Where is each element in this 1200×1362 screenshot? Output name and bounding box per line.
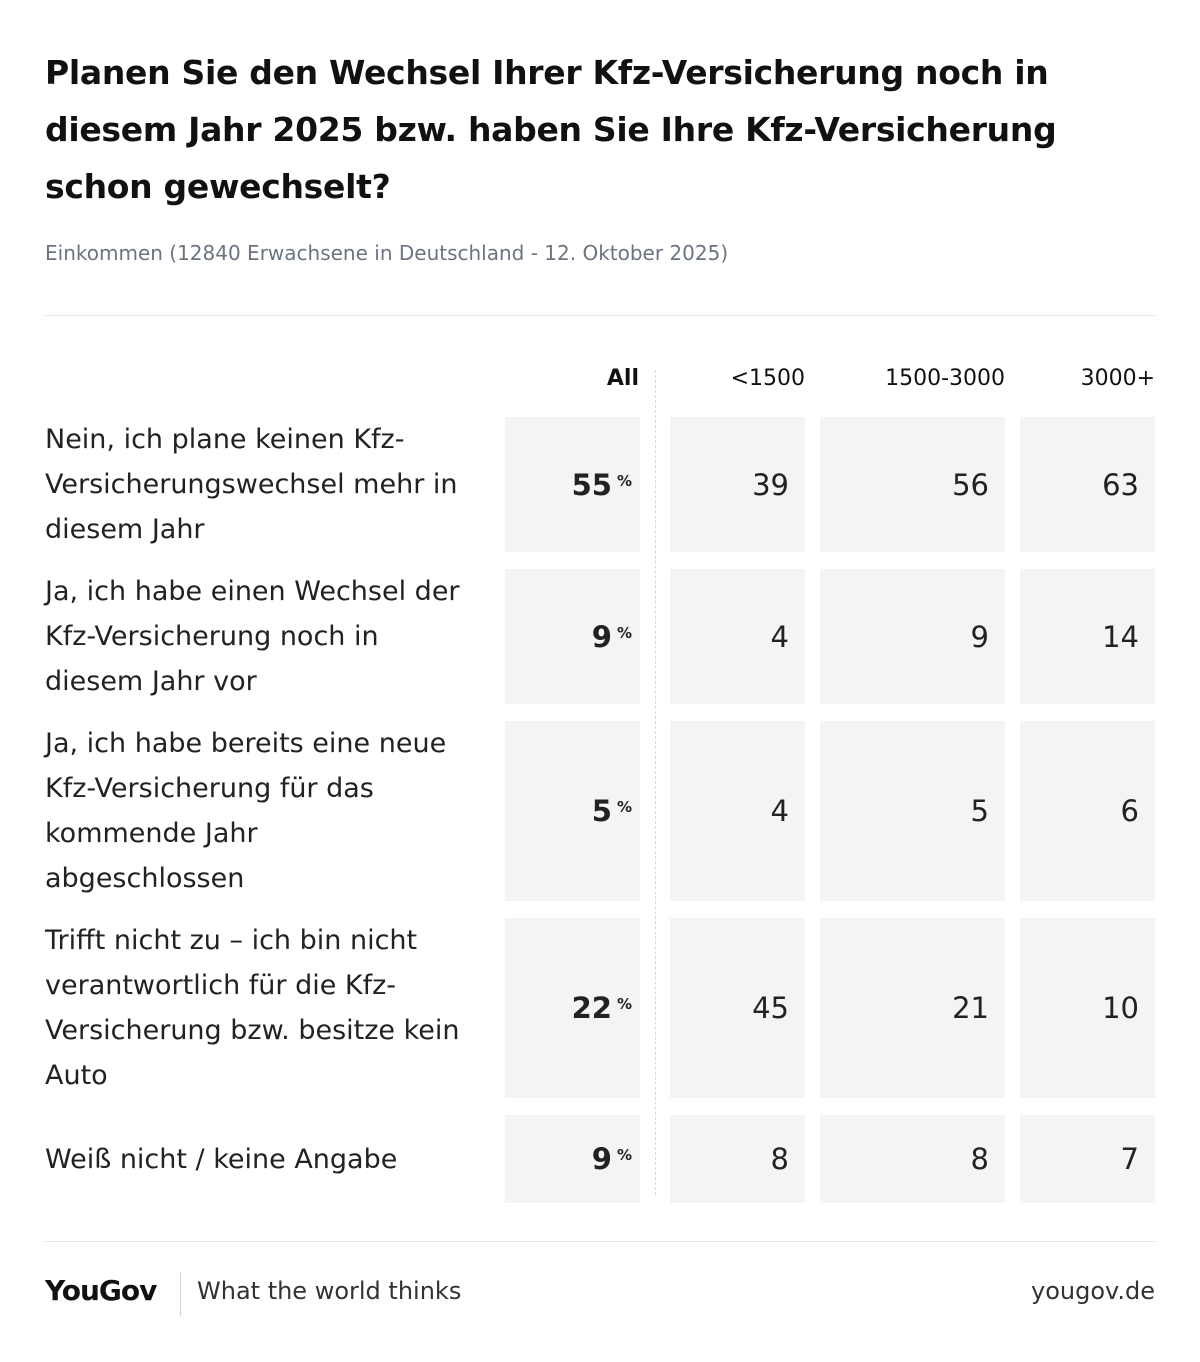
unit: % [616,995,632,1013]
value-cell: 39 [670,417,805,552]
row-label: Nein, ich plane keinen Kfz-Versicherungs… [45,424,458,545]
value: 9 [970,619,989,654]
value: 56 [952,467,989,502]
value-cell: 4 [670,721,805,901]
value: 4 [770,794,789,828]
row-label: Ja, ich habe bereits eine neue Kfz-Versi… [45,728,447,894]
table: Nein, ich plane keinen Kfz-Versicherungs… [45,417,1155,1203]
row-label: Ja, ich habe einen Wechsel der Kfz-Versi… [45,576,460,697]
value-cell: 63 [1020,417,1155,552]
value: 8 [970,1142,989,1176]
divider [45,315,1155,316]
column-header: All [606,366,639,391]
footer-separator [180,1272,181,1316]
unit: % [616,471,632,490]
brand-logo: YouGov [45,1274,157,1307]
tagline: What the world thinks [197,1277,462,1305]
unit: % [616,623,632,642]
value: 9 [591,1142,612,1176]
value: 5 [591,794,612,828]
value: 5 [970,794,989,828]
column-separator [655,370,656,1195]
website: yougov.de [1031,1277,1155,1305]
divider [45,1241,1155,1242]
value-cell: 10 [1020,918,1155,1098]
value-cell: 8 [820,1115,1005,1203]
value: 21 [952,991,989,1025]
row-label: Weiß nicht / keine Angabe [45,1143,398,1175]
value-cell: 5 [820,721,1005,901]
value: 8 [770,1142,789,1176]
value-cell: 9 [820,569,1005,704]
value-cell: 9% [505,569,640,704]
value-cell: 5% [505,721,640,901]
value: 22 [571,991,612,1025]
value: 39 [752,467,789,502]
value-cell: 21 [820,918,1005,1098]
value-cell: 55% [505,417,640,552]
value: 9 [591,619,612,654]
row-label: Trifft nicht zu – ich bin nicht verantwo… [45,925,460,1091]
value-cell: 7 [1020,1115,1155,1203]
title: Planen Sie den Wechsel Ihrer Kfz-Versich… [45,53,1057,206]
value-cell: 9% [505,1115,640,1203]
value: 10 [1102,991,1139,1025]
value-cell: 56 [820,417,1005,552]
value: 14 [1102,619,1139,654]
value-cell: 22% [505,918,640,1098]
subtitle: Einkommen (12840 Erwachsene in Deutschla… [45,241,729,265]
value-cell: 4 [670,569,805,704]
value-cell: 6 [1020,721,1155,901]
value: 63 [1102,467,1139,502]
value-cell: 8 [670,1115,805,1203]
value-cell: 14 [1020,569,1155,704]
value: 7 [1120,1142,1139,1176]
value: 55 [571,467,612,502]
value: 6 [1120,794,1139,828]
value: 4 [770,619,789,654]
column-header: <1500 [730,366,805,391]
value-cell: 45 [670,918,805,1098]
unit: % [616,798,632,816]
column-header: 3000+ [1080,366,1155,391]
unit: % [616,1146,632,1164]
value: 45 [752,991,789,1025]
column-header: 1500-3000 [885,366,1005,391]
